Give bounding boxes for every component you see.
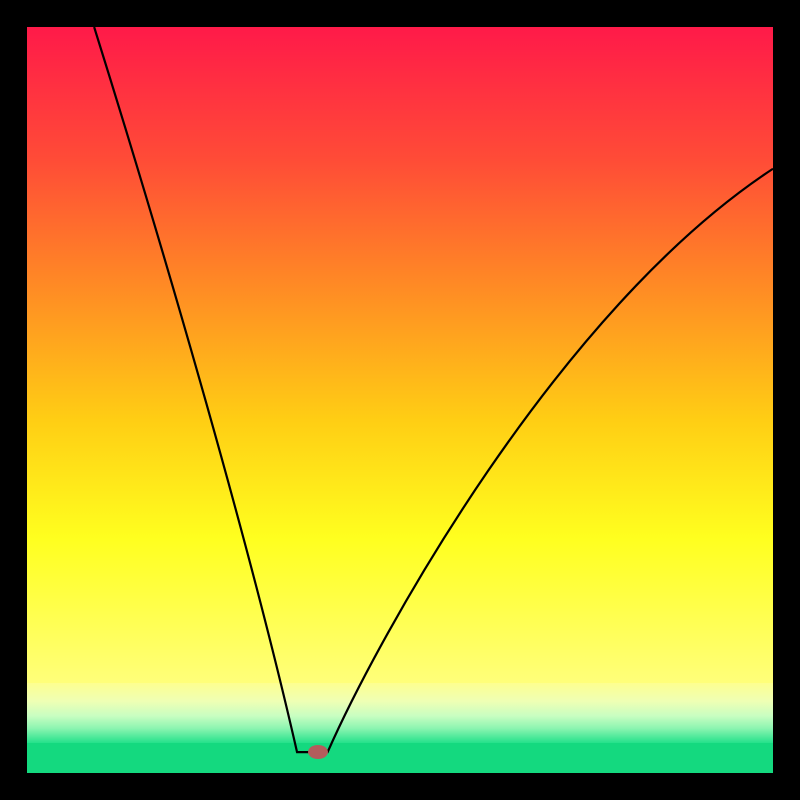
plot-frame <box>0 0 800 800</box>
chart-canvas: TheBottleneck.com <box>0 0 800 800</box>
v-curve <box>27 27 773 773</box>
min-point-marker <box>308 745 328 759</box>
curve-path <box>94 27 773 752</box>
